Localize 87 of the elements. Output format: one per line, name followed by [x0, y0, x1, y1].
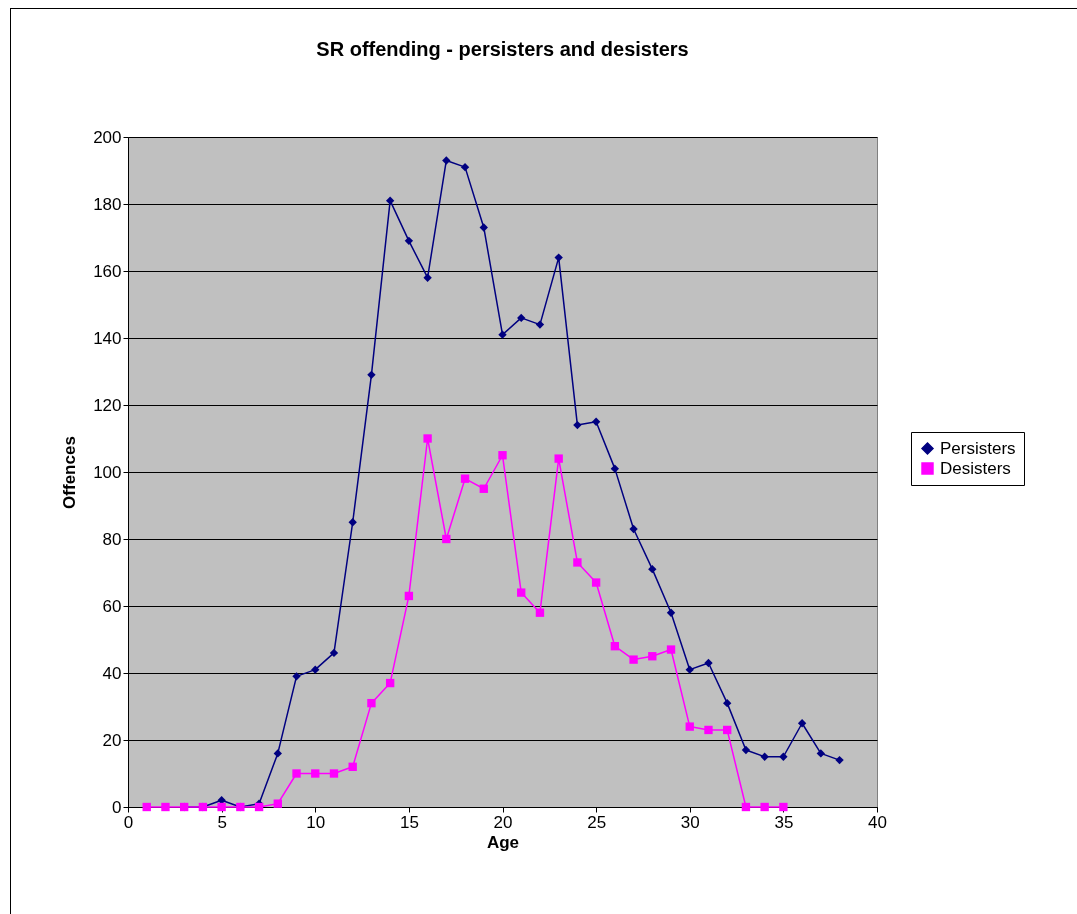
- y-tick-label: 60: [102, 596, 122, 616]
- point: [573, 420, 582, 430]
- point: [329, 769, 339, 778]
- legend-label: Persisters: [940, 438, 1016, 458]
- point: [498, 330, 507, 339]
- point: [311, 665, 320, 674]
- y-tick-label: 0: [112, 797, 122, 817]
- x-tick-label: 40: [868, 812, 887, 832]
- point: [723, 725, 732, 735]
- point: [498, 451, 507, 460]
- point: [385, 196, 395, 205]
- point: [535, 608, 545, 617]
- point: [666, 608, 676, 617]
- point: [442, 534, 451, 544]
- point: [648, 564, 657, 574]
- point: [535, 320, 545, 329]
- point: [404, 591, 414, 601]
- x-axis-title: Age: [486, 832, 520, 852]
- point: [704, 658, 713, 668]
- point: [741, 745, 751, 755]
- point: [348, 762, 357, 771]
- x-tick-label: 15: [399, 812, 419, 832]
- point: [348, 518, 357, 527]
- point: [460, 474, 470, 483]
- point: [311, 769, 320, 778]
- point: [479, 484, 488, 493]
- x-tick-label: 25: [587, 812, 607, 832]
- point: [442, 156, 451, 165]
- y-tick-label: 140: [93, 328, 122, 348]
- point: [704, 725, 713, 735]
- x-tick-label: 20: [493, 812, 513, 832]
- y-axis-title: Offences: [60, 436, 80, 509]
- x-tick-label: 10: [306, 812, 326, 832]
- point: [273, 799, 282, 808]
- point: [217, 802, 226, 812]
- point: [835, 755, 844, 765]
- point: [329, 648, 339, 658]
- point: [292, 672, 301, 681]
- point: [367, 370, 376, 380]
- point: [254, 802, 264, 812]
- point: [760, 752, 769, 761]
- point: [685, 665, 694, 674]
- point: [629, 655, 638, 664]
- x-tick-label: 35: [774, 812, 794, 832]
- point: [142, 802, 151, 812]
- point: [423, 434, 432, 443]
- point: [591, 578, 601, 587]
- point: [760, 802, 769, 812]
- point: [797, 719, 807, 728]
- point: [685, 722, 694, 731]
- point: [610, 642, 620, 651]
- point: [517, 313, 526, 323]
- point: [404, 236, 414, 246]
- x-tick-label: 5: [217, 812, 227, 832]
- point: [648, 652, 657, 661]
- y-tick-label: 100: [93, 462, 122, 482]
- point: [554, 253, 563, 262]
- point: [816, 749, 826, 758]
- y-tick-label: 160: [93, 261, 122, 281]
- point: [423, 273, 432, 282]
- point: [460, 162, 470, 172]
- y-tick-label: 40: [102, 663, 122, 683]
- y-tick-label: 80: [102, 529, 122, 549]
- point: [741, 802, 751, 812]
- chart-title: SR offending - persisters and desisters: [316, 38, 689, 60]
- point: [367, 698, 376, 708]
- x-tick-label: 30: [680, 812, 700, 832]
- point: [610, 464, 620, 473]
- point: [385, 678, 395, 688]
- point: [161, 802, 170, 812]
- point: [666, 645, 676, 654]
- point: [629, 524, 638, 534]
- point: [573, 558, 582, 567]
- legend-label: Desisters: [940, 458, 1011, 478]
- y-tick-label: 180: [93, 194, 122, 214]
- point: [292, 769, 301, 778]
- y-tick-label: 20: [102, 730, 122, 750]
- point: [554, 454, 563, 463]
- point: [591, 417, 601, 426]
- y-tick-label: 120: [93, 395, 122, 415]
- point: [779, 752, 788, 761]
- point: [723, 698, 732, 708]
- point: [273, 749, 282, 758]
- point: [779, 802, 788, 812]
- point: [479, 223, 488, 232]
- point: [517, 588, 526, 597]
- y-tick-label: 200: [93, 127, 122, 147]
